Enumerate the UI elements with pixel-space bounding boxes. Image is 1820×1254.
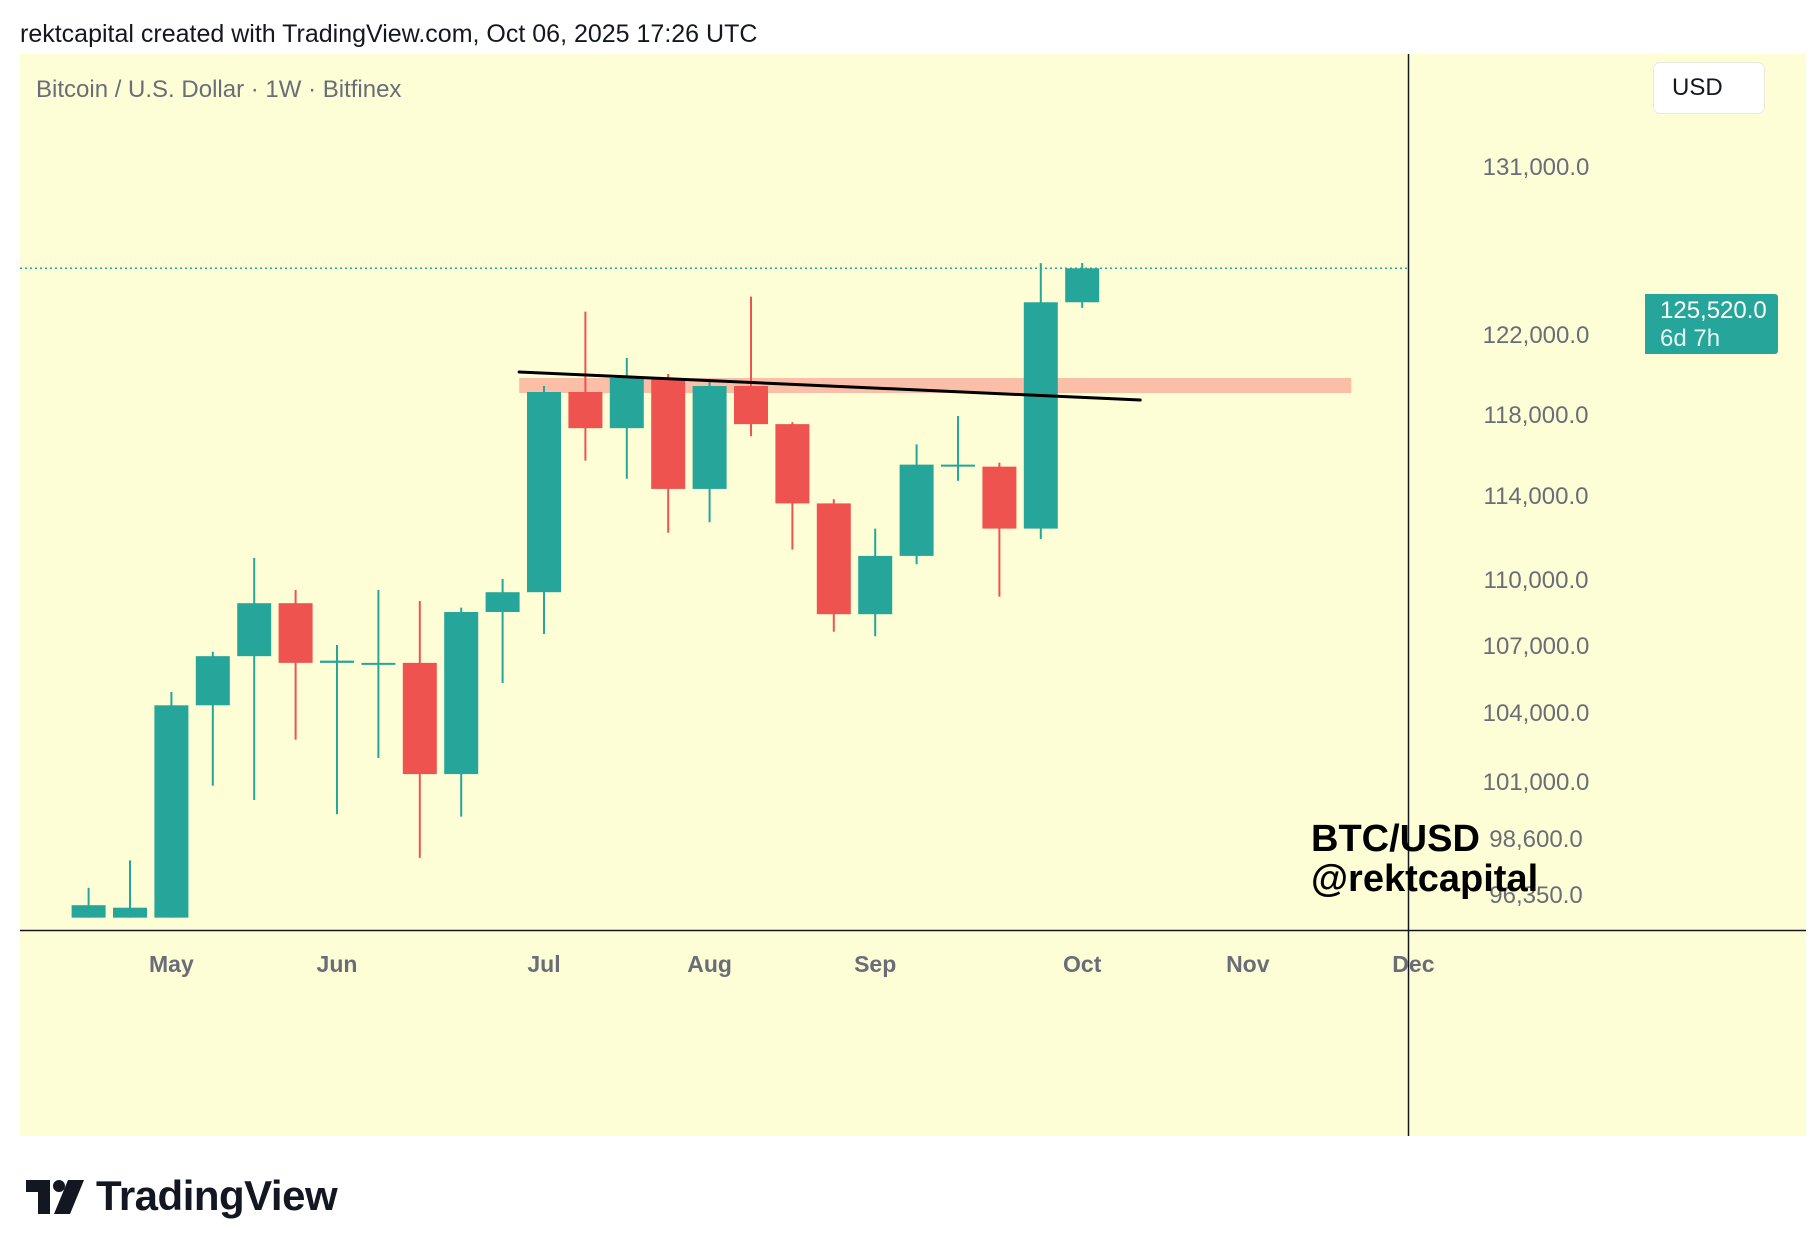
- candle-14: [651, 374, 686, 533]
- candle-2: [154, 691, 189, 918]
- x-tick-1: Jun: [317, 951, 358, 977]
- candle-6: [320, 645, 354, 815]
- x-tick-3: Aug: [687, 951, 732, 977]
- candle-12: [568, 311, 603, 461]
- candle-body-9: [444, 612, 479, 775]
- candle-body-23: [1023, 302, 1058, 529]
- candle-11: [527, 386, 561, 634]
- candle-body-10: [485, 592, 520, 612]
- candle-body-12: [568, 392, 603, 429]
- price-chart[interactable]: 131,000.0 122,000.0 118,000.0 114,000.0 110,…: [20, 54, 1806, 1136]
- candle-body-6: [320, 660, 354, 663]
- tradingview-logo-icon: [26, 1180, 84, 1214]
- candle-body-24: [1065, 268, 1100, 303]
- y-tick-5: 110,000.0: [1484, 567, 1589, 594]
- candle-0: [71, 887, 106, 918]
- candle-3: [195, 651, 230, 786]
- candle-body-0: [71, 905, 106, 918]
- candle-17: [775, 422, 810, 550]
- candle-10: [485, 579, 520, 683]
- y-tick-2: 122,000.0: [1483, 322, 1590, 349]
- x-tick-0: May: [149, 951, 194, 977]
- candle-15: [692, 382, 727, 523]
- y-tick-9: 98,600.0: [1489, 826, 1582, 853]
- candle-22: [982, 462, 1017, 597]
- last-price-value: 125,520.0: [1660, 297, 1767, 324]
- x-tick-2: Jul: [527, 951, 560, 977]
- candle-body-4: [237, 603, 272, 657]
- candles: [71, 263, 1352, 918]
- currency-button[interactable]: USD: [1654, 63, 1764, 113]
- candle-13: [609, 358, 644, 479]
- candle-24: [1065, 263, 1100, 308]
- symbol-title[interactable]: Bitcoin / U.S. Dollar · 1W · Bitfinex: [36, 76, 402, 103]
- y-tick-8: 101,000.0: [1483, 769, 1590, 796]
- x-tick-4: Sep: [854, 951, 896, 977]
- tradingview-logo-text: TradingView: [96, 1172, 338, 1219]
- y-tick-10: 96,350.0: [1489, 882, 1582, 909]
- candle-16: [734, 296, 768, 437]
- y-tick-7: 104,000.0: [1483, 700, 1590, 727]
- x-tick-5: Oct: [1063, 951, 1102, 977]
- tradingview-logo[interactable]: TradingView: [24, 1172, 338, 1220]
- candle-20: [899, 444, 934, 565]
- trendline: [517, 370, 1142, 402]
- candle-body-22: [982, 466, 1017, 529]
- candle-body-8: [402, 662, 437, 775]
- y-tick-0: 131,000.0: [1483, 154, 1590, 181]
- last-price-label: 125,520.0 6d 7h: [1645, 294, 1778, 354]
- candle-countdown: 6d 7h: [1660, 325, 1721, 352]
- watermark-author: @rektcapital: [1311, 858, 1539, 900]
- candle-body-1: [113, 907, 147, 918]
- candle-body-15: [692, 386, 727, 489]
- y-tick-3: 118,000.0: [1484, 402, 1589, 429]
- candle-19: [858, 528, 893, 637]
- candle-body-19: [858, 555, 893, 615]
- x-tick-7: Dec: [1392, 951, 1434, 977]
- candle-body-7: [361, 662, 396, 665]
- candle-21: [941, 416, 975, 481]
- y-tick-6: 107,000.0: [1483, 633, 1590, 660]
- chart-container[interactable]: 131,000.0 122,000.0 118,000.0 114,000.0 110,…: [20, 54, 1806, 1136]
- candle-7: [361, 590, 396, 758]
- candle-23: [1023, 263, 1058, 540]
- candle-body-13: [609, 378, 644, 429]
- candle-body-18: [816, 503, 851, 615]
- plot-area: 131,000.0 122,000.0 118,000.0 114,000.0 110,…: [20, 54, 1806, 1136]
- chart-attribution: rektcapital created with TradingView.com…: [20, 20, 758, 48]
- candle-4: [237, 558, 272, 800]
- candle-body-14: [651, 378, 686, 489]
- y-tick-4: 114,000.0: [1484, 483, 1589, 510]
- watermark-pair: BTC/USD: [1311, 818, 1480, 860]
- candle-body-2: [154, 705, 189, 918]
- x-tick-6: Nov: [1226, 951, 1270, 977]
- chart-watermark: BTC/USD @rektcapital: [1311, 819, 1538, 899]
- candle-9: [444, 607, 479, 817]
- candle-body-21: [941, 464, 975, 467]
- candle-1: [113, 860, 147, 918]
- candle-18: [816, 499, 851, 632]
- candle-body-3: [195, 656, 230, 706]
- candle-body-16: [734, 386, 768, 425]
- candle-body-17: [775, 424, 810, 504]
- candle-5: [278, 590, 313, 740]
- candle-body-20: [899, 464, 934, 556]
- candle-8: [402, 601, 437, 858]
- candle-body-11: [527, 392, 561, 593]
- candle-body-5: [278, 603, 313, 663]
